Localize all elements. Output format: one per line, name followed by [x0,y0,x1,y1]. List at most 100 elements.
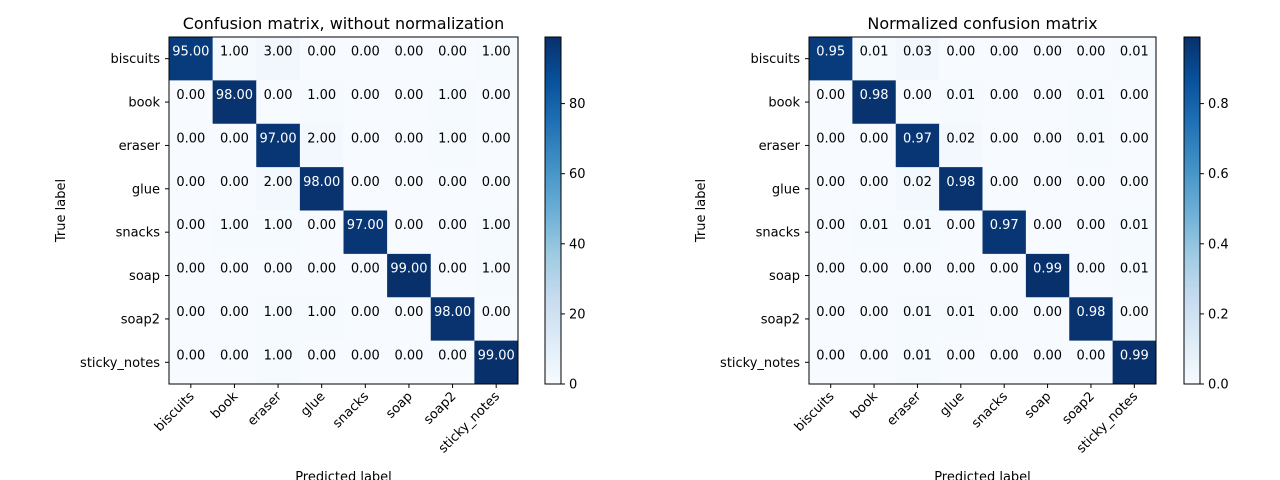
heatmap-cell [1069,167,1114,211]
cell-value-label: 0.00 [176,175,205,190]
heatmap-cell [1069,37,1114,81]
cell-value-label: 0.00 [176,131,205,146]
colorbar [1183,36,1201,385]
cell-value-label: 0.00 [394,45,423,60]
colorbar-tick-label: 0 [569,378,577,393]
cell-value-label: 0.00 [264,262,293,277]
cell-value-label: 98.00 [434,305,471,320]
heatmap-cell [852,80,897,125]
cell-value-label: 0.00 [816,88,845,103]
heatmap-cell [169,340,214,385]
cell-value-label: 1.00 [482,262,511,277]
cell-value-label: 0.00 [1033,175,1062,190]
y-axis-label: True label [694,179,709,243]
heatmap-cell [387,80,432,125]
heatmap-cell [1112,37,1157,81]
y-tick-label: glue [772,182,800,197]
heatmap-cell [212,210,257,255]
cell-value-label: 0.00 [394,348,423,363]
heatmap-cell [169,80,214,125]
cell-value-label: 97.00 [347,218,384,233]
cell-value-label: 0.00 [438,175,467,190]
cell-value-label: 0.00 [1076,175,1105,190]
heatmap-cell [387,340,432,385]
x-tick-label: snacks [969,389,1011,431]
y-tick-label: soap [769,269,800,284]
cell-value-label: 1.00 [438,131,467,146]
cell-value-label: 1.00 [307,88,336,103]
heatmap-cell [809,210,853,255]
y-tick-label: snacks [116,226,161,241]
cell-value-label: 0.01 [860,45,889,60]
heatmap-cell [809,167,853,211]
cell-value-label: 0.00 [816,131,845,146]
cell-value-label: 0.00 [946,348,975,363]
x-tick-label: eraser [884,389,924,429]
heatmap-cell [343,340,388,385]
cell-value-label: 0.00 [394,131,423,146]
heatmap-cell [852,253,897,298]
colorbar-tick-label: 0.4 [1208,237,1229,252]
cell-value-label: 0.00 [482,305,511,320]
cell-value-label: 0.97 [903,131,932,146]
heatmap-cell [474,340,519,385]
cell-value-label: 0.00 [351,88,380,103]
cell-value-label: 0.00 [351,131,380,146]
cell-value-label: 0.02 [946,131,975,146]
heatmap-cell [387,210,432,255]
cell-value-label: 1.00 [264,305,293,320]
x-tick-label: biscuits [152,389,198,435]
cell-value-label: 0.00 [220,175,249,190]
x-tick-label: glue [298,389,328,419]
y-tick-label: sticky_notes [80,356,160,371]
heatmap-cell [256,37,301,81]
heatmap-cell [1025,297,1070,342]
heatmap-cell [212,340,257,385]
cell-value-label: 0.01 [1120,218,1149,233]
cell-value-label: 0.00 [903,88,932,103]
y-tick-label: eraser [759,139,801,154]
heatmap-cell [430,37,475,81]
cell-value-label: 0.00 [351,45,380,60]
cell-value-label: 0.00 [946,218,975,233]
heatmap-cell [852,167,897,211]
cell-value-label: 0.00 [220,305,249,320]
heatmap-cell [939,167,983,211]
x-tick-label: soap2 [421,389,459,427]
y-tick-label: snacks [756,226,801,241]
cell-value-label: 0.00 [220,262,249,277]
heatmap-cell [430,167,475,211]
heatmap-cell [895,253,940,298]
cell-value-label: 0.00 [438,348,467,363]
cell-value-label: 0.00 [1120,88,1149,103]
cell-value-label: 0.00 [307,262,336,277]
heatmap-cell [474,297,519,342]
cell-value-label: 1.00 [264,218,293,233]
colorbar-tick-label: 20 [569,307,586,322]
heatmap-cell [1069,297,1114,342]
heatmap-cell [256,297,301,342]
heatmap-cell [474,123,519,168]
heatmap-cell [982,167,1027,211]
x-axis-label: Predicted label [934,470,1031,480]
cell-value-label: 0.00 [860,305,889,320]
heatmap-cell [169,123,214,168]
y-tick-label: soap [129,269,160,284]
heatmap-cell [343,253,388,298]
heatmap-cell [1025,340,1070,385]
heatmap-cell [982,123,1027,168]
cell-value-label: 0.00 [351,262,380,277]
cell-value-label: 98.00 [303,175,340,190]
cell-value-label: 0.00 [176,262,205,277]
cell-value-label: 0.98 [946,175,975,190]
cell-value-label: 0.00 [860,348,889,363]
cell-value-label: 1.00 [482,45,511,60]
heatmap-cell [299,37,344,81]
cell-value-label: 1.00 [482,218,511,233]
cell-value-label: 0.00 [1033,131,1062,146]
colorbar-tick-label: 0.8 [1208,97,1229,112]
heatmap-cell [343,167,388,211]
heatmap-cell [852,340,897,385]
cell-value-label: 0.00 [482,131,511,146]
heatmap-cell [982,340,1027,385]
